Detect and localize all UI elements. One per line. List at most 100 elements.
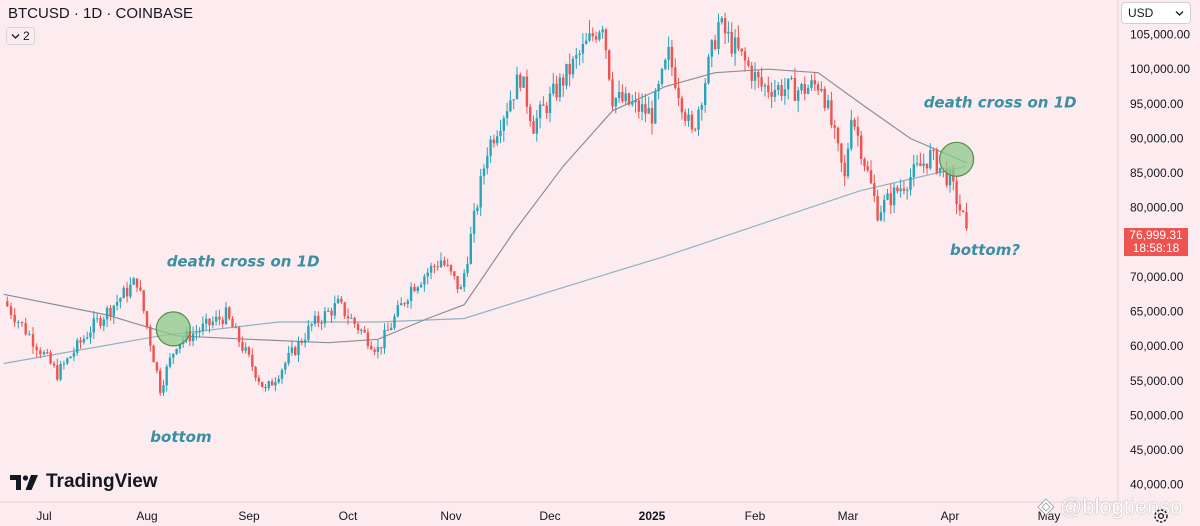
currency-select[interactable]: USD	[1121, 2, 1191, 24]
candle-body	[290, 347, 294, 353]
candle-body	[588, 33, 591, 41]
candle-body	[380, 347, 383, 349]
candle-body	[208, 318, 211, 326]
candle-body	[575, 55, 578, 59]
candle-body	[274, 382, 277, 386]
candle-body	[624, 93, 627, 102]
candle-body	[383, 329, 386, 349]
candle-body	[224, 307, 228, 324]
candle-body	[492, 139, 496, 144]
candle-body	[340, 298, 343, 303]
candle-body	[955, 181, 958, 205]
candle-body	[287, 352, 290, 364]
candle-body	[456, 276, 459, 290]
candle-body	[433, 265, 436, 267]
candle-body	[654, 91, 657, 124]
candle-body	[578, 53, 581, 55]
candle-body	[912, 164, 915, 177]
candle-body	[350, 317, 353, 319]
candle-body	[251, 354, 254, 367]
candle-body	[261, 381, 264, 388]
tradingview-logo[interactable]: TradingView	[10, 471, 158, 493]
candle-body	[92, 318, 95, 333]
gear-icon[interactable]	[1152, 507, 1170, 525]
y-tick-label: 50,000.00	[1130, 408, 1184, 422]
candle-body	[436, 266, 439, 268]
y-tick-label: 105,000.00	[1130, 28, 1190, 42]
candle-body	[664, 59, 667, 69]
candle-body	[747, 60, 750, 66]
candle-body	[211, 321, 214, 326]
candle-body	[499, 130, 502, 137]
time-axis[interactable]: Jul Aug Sep Oct Nov Dec 2025 Feb Mar Apr May	[36, 509, 1060, 523]
y-tick-label: 85,000.00	[1130, 166, 1184, 180]
candle-body	[469, 233, 472, 264]
candle-body	[899, 188, 902, 192]
candle-body	[159, 370, 162, 393]
y-tick-label: 80,000.00	[1130, 201, 1184, 215]
candle-body	[466, 263, 469, 274]
candle-body	[129, 284, 132, 297]
candle-body	[162, 385, 165, 393]
candle-body	[840, 143, 843, 163]
candle-body	[346, 316, 350, 319]
candle-body	[694, 129, 697, 131]
candle-body	[581, 44, 585, 54]
candle-body	[515, 74, 519, 100]
candle-body	[195, 332, 198, 334]
last-price-label: 76,999.31 18:58:18	[1124, 228, 1188, 256]
candle-body	[297, 341, 300, 355]
candle-body	[797, 90, 800, 101]
candle-body	[562, 77, 565, 86]
candle-body	[363, 329, 366, 333]
candle-body	[69, 356, 72, 359]
candle-body	[767, 85, 770, 93]
indicator-count: 2	[23, 29, 30, 43]
candle-body	[198, 331, 201, 333]
candle-body	[813, 80, 816, 85]
candle-body	[228, 307, 231, 319]
y-tick-label: 65,000.00	[1130, 305, 1184, 319]
x-tick-label: Apr	[941, 509, 960, 523]
candle-body	[178, 343, 182, 349]
candle-body	[677, 87, 680, 99]
candle-body	[323, 311, 327, 324]
candle-body	[591, 33, 594, 37]
candle-body	[886, 193, 889, 200]
candle-body	[175, 348, 178, 354]
collapse-indicators-button[interactable]: 2	[6, 27, 35, 45]
candle-body	[770, 92, 773, 97]
price-axis[interactable]: 40,000.00 45,000.00 50,000.00 55,000.00 60,0…	[1130, 28, 1190, 492]
candle-body	[820, 88, 823, 91]
candle-body	[502, 118, 505, 131]
candle-body	[46, 352, 49, 354]
candle-body	[416, 287, 419, 292]
candle-body	[548, 93, 552, 114]
candle-body	[674, 67, 677, 88]
candle-body	[125, 287, 129, 297]
death-cross-marker-2	[938, 141, 975, 177]
candle-body	[244, 347, 247, 351]
candle-body	[453, 271, 456, 277]
candle-body	[565, 63, 568, 86]
candle-body	[168, 357, 172, 367]
x-tick-label: Jul	[36, 509, 51, 523]
candle-body	[86, 337, 89, 339]
y-tick-label: 70,000.00	[1130, 270, 1184, 284]
candle-body	[449, 265, 453, 272]
candle-body	[360, 329, 363, 331]
y-tick-label: 55,000.00	[1130, 374, 1184, 388]
candle-body	[112, 305, 115, 316]
candle-body	[962, 210, 965, 213]
candle-body	[737, 37, 740, 49]
candle-body	[165, 366, 168, 386]
candle-body	[56, 365, 59, 380]
watermark-icon	[1037, 498, 1055, 516]
candle-body	[479, 176, 482, 208]
chart-annotation: bottom?	[950, 241, 1020, 259]
candle-body	[52, 363, 56, 366]
candle-body	[945, 167, 948, 186]
candle-body	[909, 177, 912, 190]
candle-body	[429, 265, 433, 273]
